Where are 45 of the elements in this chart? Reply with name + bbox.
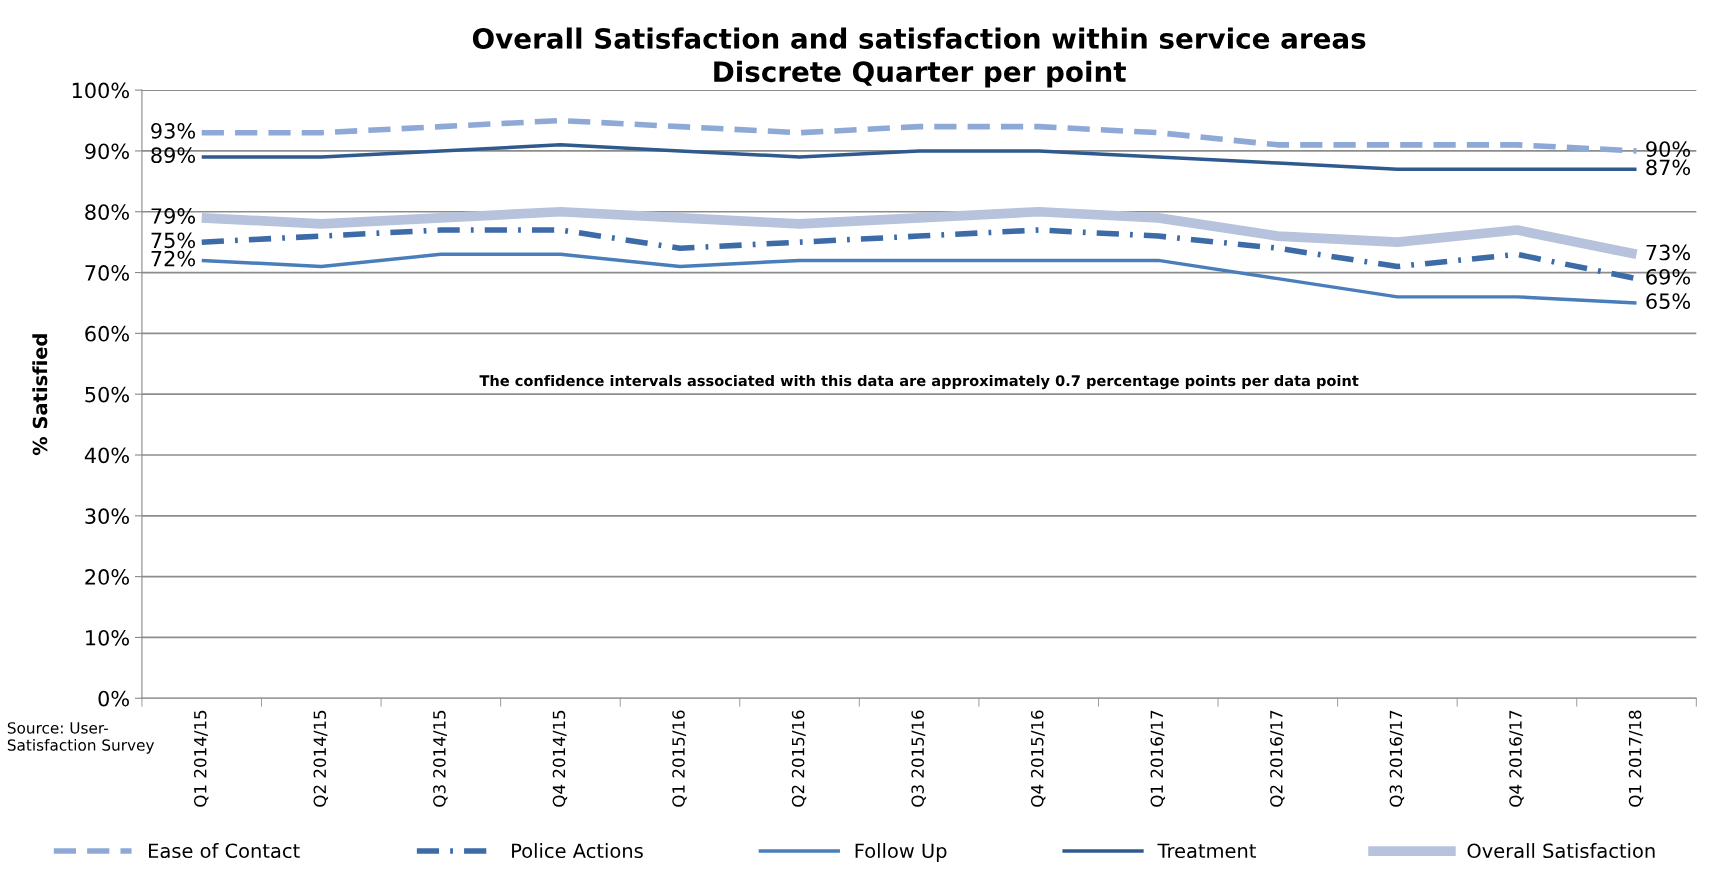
y-tick-label: 90%: [85, 143, 129, 160]
y-tick-label: 70%: [85, 265, 129, 281]
legend-label: Overall Satisfaction: [1467, 843, 1655, 859]
line-series: [199, 143, 1639, 171]
data-label: 87%: [1646, 159, 1691, 176]
data-label: 69%: [1646, 268, 1691, 285]
data-label: 89%: [151, 147, 196, 164]
x-tick-label: Q4 2014/15: [552, 710, 568, 807]
data-label: 65%: [1646, 293, 1691, 310]
x-tick-label: Q4 2015/16: [1030, 710, 1046, 807]
y-tick-label: 50%: [85, 386, 129, 403]
legend-label: Ease of Contact: [149, 843, 300, 859]
data-label: 79%: [151, 208, 196, 224]
y-tick-label: 80%: [85, 204, 129, 220]
x-tick-label: Q4 2016/17: [1509, 710, 1524, 807]
y-tick-label: 100%: [72, 82, 129, 99]
y-tick-label: 10%: [86, 629, 129, 646]
x-tick-label: Q1 2014/15: [193, 710, 209, 807]
x-tick-label: Q3 2014/15: [433, 710, 448, 807]
data-label: 73%: [1646, 244, 1691, 261]
x-tick-label: Q3 2015/16: [911, 710, 926, 807]
data-label: 75%: [151, 232, 196, 249]
x-tick-label: Q2 2014/15: [313, 710, 329, 807]
y-tick-label: 30%: [85, 508, 129, 525]
chart-title: Overall Satisfaction and satisfaction within service areas Discrete Quarter per point: [472, 27, 1366, 88]
x-tick-label: Q2 2016/17: [1270, 710, 1285, 807]
line-series: [199, 252, 1639, 305]
y-tick-label: 20%: [85, 569, 129, 585]
x-tick-label: Q1 2017/18: [1628, 710, 1644, 807]
x-tick-label: Q1 2016/17: [1150, 710, 1166, 807]
y-tick-label: 0%: [98, 690, 129, 707]
x-tick-label: Q2 2015/16: [791, 710, 807, 807]
data-label: 72%: [151, 250, 196, 267]
data-label: 93%: [151, 122, 196, 139]
data-label: 90%: [1646, 141, 1691, 157]
y-axis-title: % Satisfied: [32, 334, 48, 456]
legend-label: Follow Up: [855, 843, 947, 862]
x-tick-label: Q1 2015/16: [672, 710, 687, 807]
y-tick-label: 60%: [85, 325, 129, 342]
source-note: Source: User- Satisfaction Survey: [7, 722, 155, 754]
annotation: The confidence intervals associated with this data are approximately 0.7 percentage points per data point: [479, 374, 1359, 390]
legend-label: Police Actions: [512, 843, 643, 859]
legend-label: Treatment: [1157, 843, 1256, 859]
y-tick-label: 40%: [84, 447, 129, 464]
x-tick-label: Q3 2016/17: [1389, 710, 1405, 807]
